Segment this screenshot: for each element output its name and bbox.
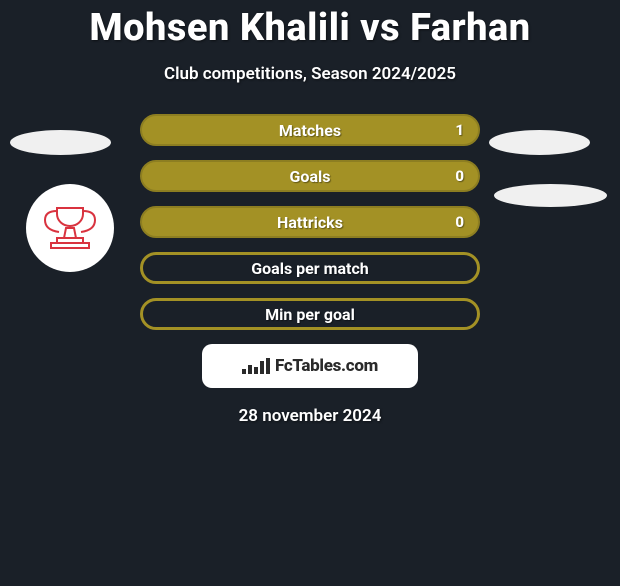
bars-icon [242,358,270,374]
stat-label: Matches [279,121,341,140]
country-badge-right [489,130,590,155]
stat-row-min-per-goal: Min per goal [140,298,480,330]
team-logo-left [26,184,114,272]
watermark-text: FcTables.com [275,356,378,376]
stat-label: Goals [290,167,331,186]
page-title: Mohsen Khalili vs Farhan [0,6,620,50]
stat-value: 0 [455,213,464,231]
stat-value: 1 [455,121,464,139]
team-logo-right [494,184,607,207]
stats-container: Matches 1 Goals 0 Hattricks 0 Goals per … [140,114,480,330]
stat-row-goals: Goals 0 [140,160,480,192]
country-badge-left [10,130,111,155]
date-text: 28 november 2024 [0,406,620,426]
stat-row-hattricks: Hattricks 0 [140,206,480,238]
stat-label: Goals per match [251,259,369,278]
stat-label: Hattricks [277,213,343,232]
stat-row-goals-per-match: Goals per match [140,252,480,284]
watermark: FcTables.com [202,344,418,388]
subtitle: Club competitions, Season 2024/2025 [0,64,620,84]
stat-row-matches: Matches 1 [140,114,480,146]
stat-value: 0 [455,167,464,185]
trophy-icon [37,202,103,254]
stat-label: Min per goal [265,305,355,324]
